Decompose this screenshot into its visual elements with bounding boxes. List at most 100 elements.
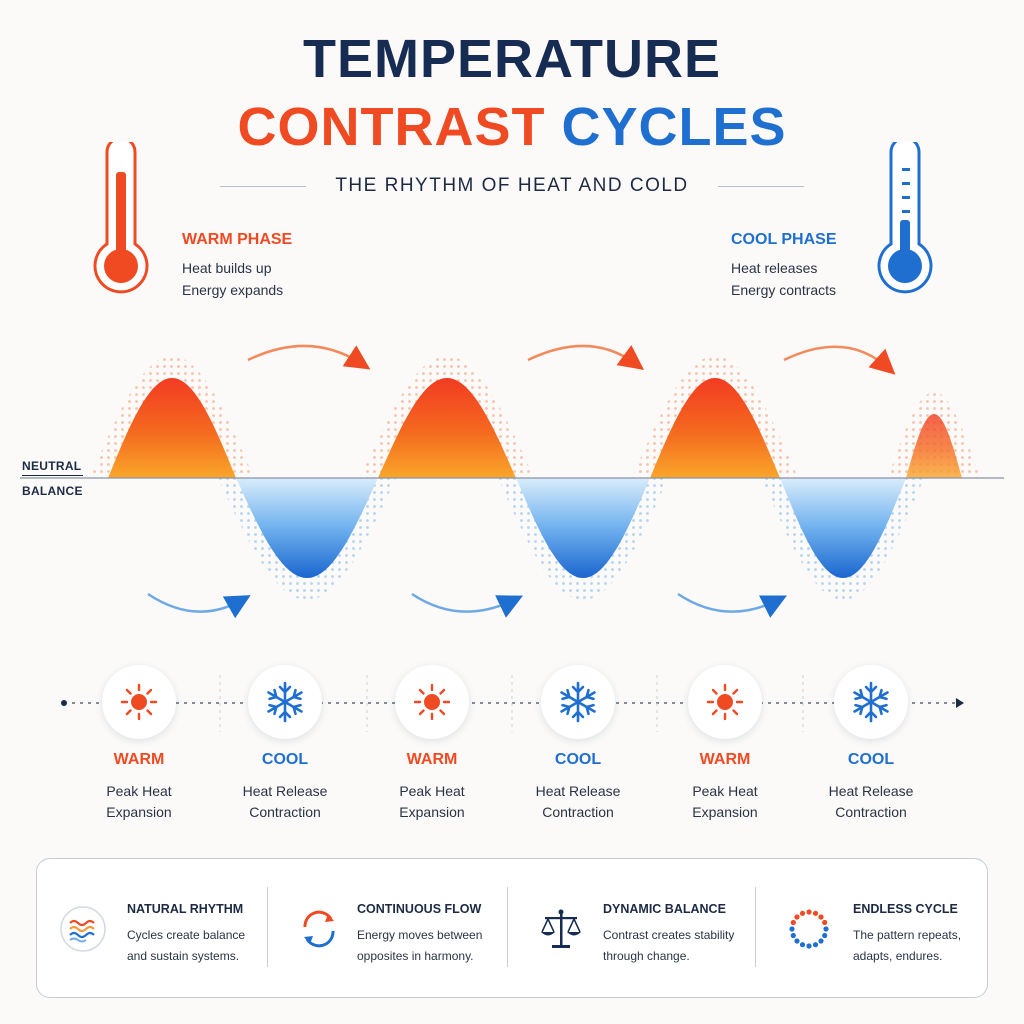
phase-card-warm: WARM Peak Heat Expansion <box>357 665 507 823</box>
snowflake-icon <box>541 665 615 739</box>
phase-card-warm: WARM Peak Heat Expansion <box>64 665 214 823</box>
phase-card-cool: COOL Heat Release Contraction <box>796 665 946 823</box>
principle-line-2: and sustain systems. <box>127 949 240 963</box>
phase-card-line-1: Heat Release <box>828 783 914 799</box>
phase-card-label: WARM <box>699 751 751 768</box>
subtitle-row: THE RHYTHM OF HEAT AND COLD <box>220 174 804 198</box>
sun-icon <box>688 665 762 739</box>
subtitle-rule-right <box>718 186 804 187</box>
phase-card-cool: COOL Heat Release Contraction <box>503 665 653 823</box>
cycle-arrows-icon <box>303 910 335 948</box>
cycle-dot <box>812 910 819 916</box>
phase-card-line-1: Peak Heat <box>692 783 758 799</box>
phase-card-label: COOL <box>847 751 895 768</box>
cycle-dot <box>799 942 806 948</box>
warm-wave-crest <box>378 378 516 478</box>
neutral-label-line-2: BALANCE <box>22 484 83 498</box>
principle-title: ENDLESS CYCLE <box>853 902 958 916</box>
principle-line-1: Energy moves between <box>357 928 483 942</box>
warm-phase-info: WARM PHASE Heat builds up Energy expands <box>182 231 292 301</box>
subtitle-rule-left <box>220 186 306 187</box>
principle-line-2: through change. <box>603 949 690 963</box>
principles-panel: NATURAL RHYTHM Cycles create balance and… <box>36 858 988 998</box>
principle-description: Contrast creates stability through chang… <box>603 925 734 967</box>
principle-separator <box>755 887 756 967</box>
title-warm-word: CONTRAST <box>237 97 546 157</box>
cycle-dot <box>806 909 812 915</box>
cycle-dot <box>799 910 806 916</box>
phase-card-line-2: Contraction <box>249 804 321 820</box>
phase-card-line-1: Heat Release <box>242 783 328 799</box>
cycle-dot <box>823 926 829 932</box>
cycle-dot <box>812 942 819 948</box>
cool-flow-arrow-3 <box>677 592 787 618</box>
cool-wave-trough <box>780 478 906 578</box>
warm-flow-arrow-1 <box>247 344 371 370</box>
principle-separator <box>267 887 268 967</box>
cycle-dot <box>789 926 795 932</box>
cool-phase-info: COOL PHASE Heat releases Energy contract… <box>731 231 837 301</box>
principle-separator <box>507 887 508 967</box>
phase-card-line-2: Expansion <box>399 804 465 820</box>
warm-phase-title: WARM PHASE <box>182 231 293 248</box>
warm-wave-crest <box>108 378 236 478</box>
phase-card-label: WARM <box>113 751 165 768</box>
cycle-dot <box>822 919 828 926</box>
cycle-dot <box>822 932 828 939</box>
warm-wave-crest <box>650 378 780 478</box>
timeline-start-dot <box>61 700 67 706</box>
phase-card-cool: COOL Heat Release Contraction <box>210 665 360 823</box>
cycle-dot <box>794 914 800 920</box>
principle-title: DYNAMIC BALANCE <box>603 902 726 916</box>
wave-shapes <box>90 356 980 600</box>
cycle-dot <box>790 932 796 939</box>
cool-flow-arrow-1 <box>147 592 251 619</box>
phase-card-line-1: Heat Release <box>535 783 621 799</box>
principle-line-1: The pattern repeats, <box>853 928 962 942</box>
principle-description: Cycles create balance and sustain system… <box>127 925 245 967</box>
phase-card-label: COOL <box>261 751 309 768</box>
phase-card-line-2: Contraction <box>835 804 907 820</box>
cycle-dot <box>790 919 796 926</box>
cool-wave-trough <box>516 478 650 578</box>
warm-wave-crest <box>906 414 962 478</box>
snowflake-icon <box>834 665 908 739</box>
phase-card-line-1: Peak Heat <box>399 783 465 799</box>
phase-card-line-1: Peak Heat <box>106 783 172 799</box>
phase-card-label: COOL <box>554 751 602 768</box>
scale-icon <box>541 909 581 948</box>
principle-line-1: Cycles create balance <box>127 928 246 942</box>
wave-lines-icon <box>60 906 106 952</box>
cycle-dot <box>818 938 824 944</box>
phase-card-warm: WARM Peak Heat Expansion <box>650 665 800 823</box>
principle-line-2: adapts, endures. <box>853 949 943 963</box>
principle-title: NATURAL RHYTHM <box>127 902 244 916</box>
cycle-dot <box>806 943 812 949</box>
principle-description: Energy moves between opposites in harmon… <box>357 925 482 967</box>
cool-wave-trough <box>236 478 378 578</box>
phase-card-line-2: Expansion <box>692 804 758 820</box>
cool-phase-title: COOL PHASE <box>731 231 837 248</box>
cycle-timeline <box>61 675 964 732</box>
dotted-circle-icon <box>789 909 829 949</box>
phase-card-label: WARM <box>406 751 458 768</box>
phase-card-line-2: Contraction <box>542 804 614 820</box>
warm-flow-arrow-2 <box>527 344 645 370</box>
cool-thermometer-icon <box>877 142 933 294</box>
neutral-balance-label: NEUTRAL BALANCE <box>22 458 83 501</box>
principle-line-1: Contrast creates stability <box>603 928 735 942</box>
principle-description: The pattern repeats, adapts, endures. <box>853 925 961 967</box>
title-line-2: CONTRAST CYCLES <box>0 96 1024 158</box>
neutral-label-line-1: NEUTRAL <box>22 458 83 476</box>
warm-thermometer-icon <box>93 142 149 294</box>
temperature-wave-diagram <box>20 344 1004 619</box>
warm-phase-line-1: Heat builds up <box>182 260 272 276</box>
cycle-dot <box>794 938 800 944</box>
title-line-1: TEMPERATURE <box>302 29 721 89</box>
phase-card-line-2: Expansion <box>106 804 172 820</box>
sun-icon <box>102 665 176 739</box>
snowflake-icon <box>248 665 322 739</box>
warm-phase-line-2: Energy expands <box>182 282 284 298</box>
cool-flow-arrow-2 <box>411 592 524 618</box>
cool-phase-line-1: Heat releases <box>731 260 818 276</box>
